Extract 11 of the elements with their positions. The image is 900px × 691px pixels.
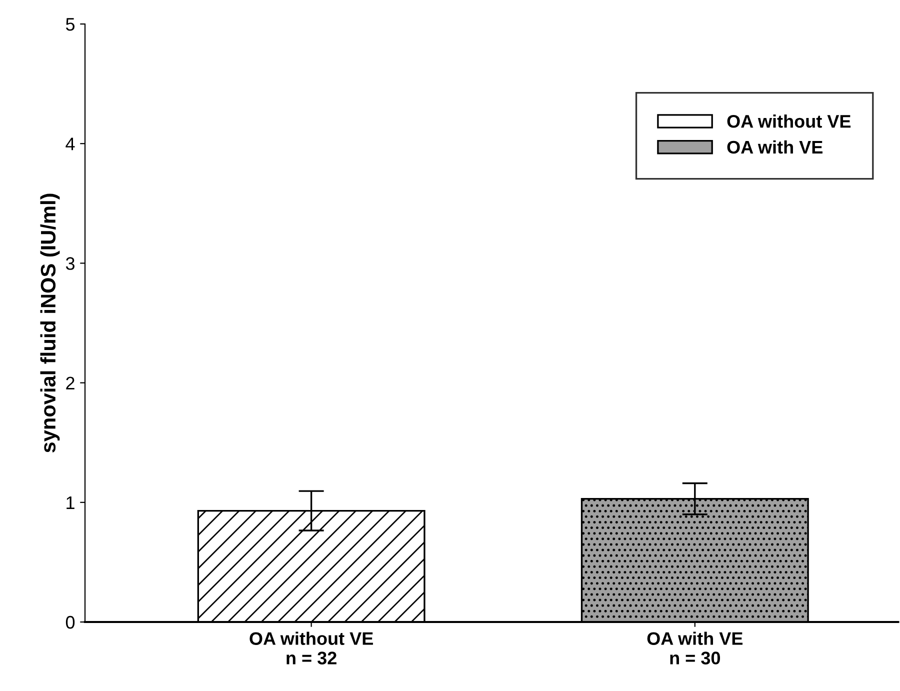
x-tick-label: OA without VE n = 32 (250, 632, 373, 664)
x-tick-label: OA with VE n = 30 (647, 632, 743, 664)
y-tick-label: 0 (66, 616, 75, 629)
y-tick-label: 3 (66, 257, 74, 270)
legend-label: OA without VE (727, 114, 851, 128)
y-tick-label: 1 (66, 496, 74, 509)
legend-label: OA with VE (727, 140, 822, 154)
y-axis-title: synovial fluid iNOS (IU/ml) (40, 194, 60, 452)
y-tick-label: 5 (66, 18, 75, 31)
y-tick-label: 2 (66, 376, 74, 390)
y-tick-label: 4 (66, 138, 75, 150)
